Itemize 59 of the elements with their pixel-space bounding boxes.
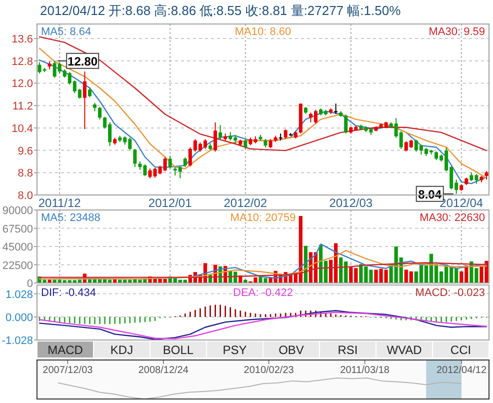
y-tick-label: 12.0 — [12, 78, 33, 90]
y-tick-label: 11.2 — [12, 100, 33, 113]
series-label: DEA: -0.422 — [233, 287, 293, 299]
text: PSY — [222, 343, 247, 357]
x-tick-label: 2008/12/24 — [138, 365, 189, 376]
y-tick-label: -1.028 — [2, 335, 33, 347]
x-tick-label: 2010/02/23 — [244, 365, 294, 376]
x-tick-label: 2012/02 — [224, 196, 268, 210]
text: BOLL — [162, 343, 194, 357]
text: MA10: 20759 — [230, 212, 296, 224]
text: RSI — [338, 343, 358, 357]
y-tick-label: 45000 — [2, 242, 33, 254]
candlestick — [98, 106, 102, 120]
candlestick — [82, 71, 86, 130]
x-tick-label: 2011/03/18 — [340, 365, 390, 376]
text: KDJ — [110, 343, 134, 357]
candlestick — [168, 155, 172, 169]
text: MA30: 9.59 — [428, 26, 485, 38]
y-tick-label: 22500 — [2, 260, 33, 272]
text: WVAD — [386, 343, 422, 357]
text: OBV — [278, 343, 304, 357]
text: MACD — [48, 343, 84, 357]
candlestick — [214, 122, 218, 152]
line-series — [38, 36, 488, 152]
y-tick-label: 10.4 — [12, 122, 33, 135]
candlestick — [88, 86, 92, 98]
text: MA5: 23488 — [41, 212, 100, 224]
candlestick — [218, 124, 222, 140]
y-tick-label: 90000 — [2, 205, 33, 217]
y-tick-label: 13.6 — [12, 34, 33, 46]
candlestick — [344, 114, 348, 134]
y-tick-label: 67500 — [2, 223, 33, 236]
x-tick-label: 2012/01 — [148, 196, 192, 210]
y-tick-label: 12.8 — [12, 56, 33, 68]
candlestick — [244, 138, 248, 150]
candlestick — [133, 148, 137, 168]
x-tick-label: 2011/12 — [38, 196, 82, 210]
candlestick — [183, 156, 187, 168]
line-series — [38, 262, 488, 278]
x-tick-label: 2012/04/12 — [436, 365, 487, 376]
line-series — [38, 250, 488, 280]
y-tick-label: 8.0 — [18, 190, 33, 202]
text: MA5: 8.64 — [41, 26, 92, 38]
text: MA30: 22630 — [420, 212, 485, 224]
text: MA10: 8.60 — [234, 26, 292, 38]
annotation: 12.80 — [68, 54, 98, 68]
y-tick-label: 0 — [26, 278, 33, 290]
candlestick — [284, 128, 288, 140]
chart-title: 2012/04/12 开:8.68 高:8.86 低:8.55 收:8.81 量:27277 幅:1.50% — [40, 3, 402, 18]
x-tick-label: 2012/03 — [329, 196, 373, 210]
y-tick-label: 0.000 — [5, 312, 33, 324]
text: DIF: -0.434 — [41, 287, 96, 299]
x-tick-label: 2007/12/03 — [42, 365, 94, 376]
candlestick — [334, 103, 338, 114]
series-label: MACD: -0.023 — [415, 287, 485, 299]
text: CCI — [450, 343, 472, 357]
y-tick-label: 9.6 — [18, 145, 33, 158]
y-tick-label: 8.8 — [18, 168, 33, 180]
y-tick-label: 1.028 — [5, 288, 33, 301]
